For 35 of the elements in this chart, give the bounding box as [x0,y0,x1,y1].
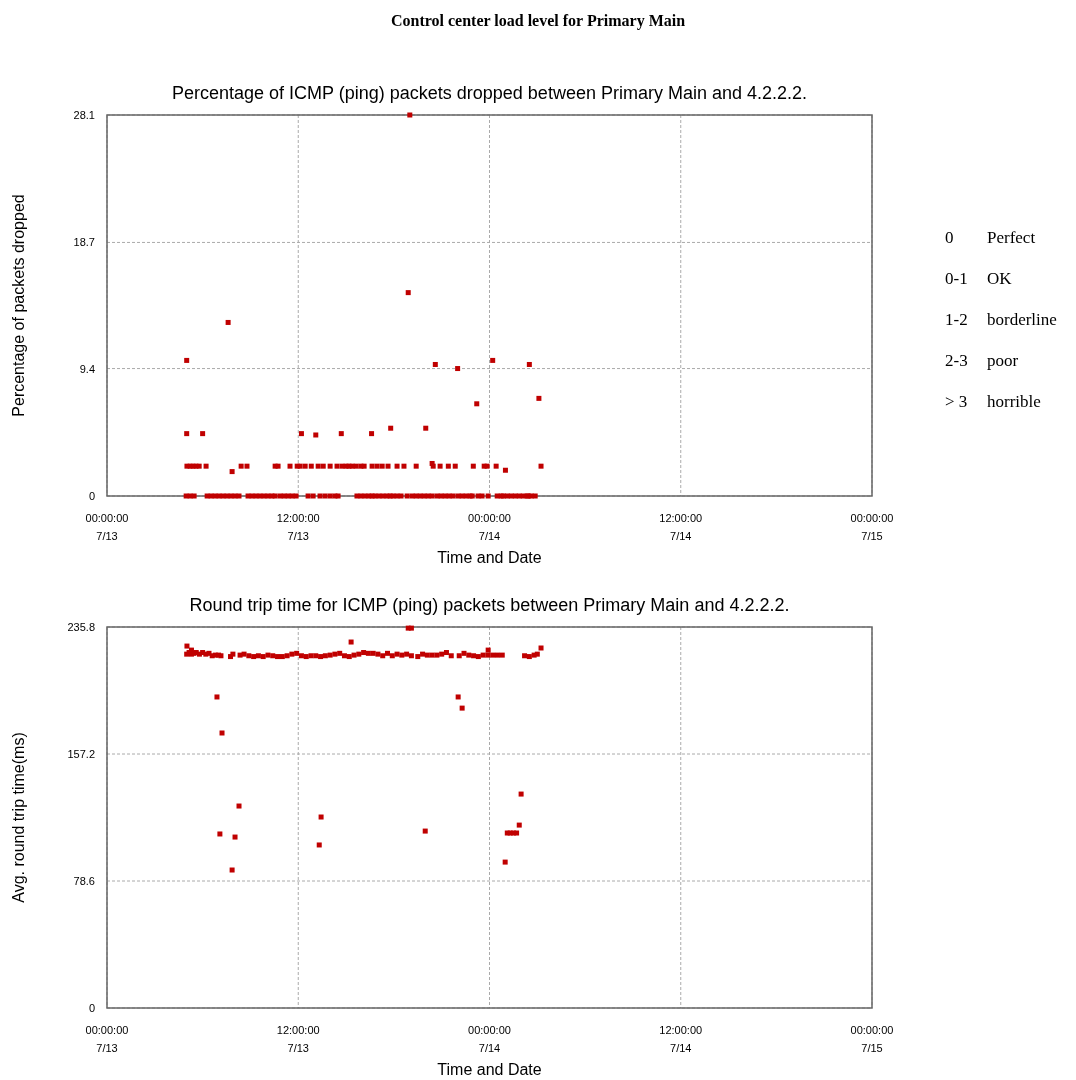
text: 0-1 [945,269,968,288]
y-axis-title: Avg. round trip time(ms) [10,732,27,903]
y-tick-label: 0 [88,1002,95,1014]
chart-title: Percentage of ICMP (ping) packets dropped between Primary Main and 4.2.2.2. [171,83,808,103]
y-tick-label: 235.8 [67,621,95,633]
x-tick-label: 00:00:00 7/13 [85,512,129,542]
x-tick-label: 12:00:00 7/13 [276,1024,320,1054]
y-tick-label: 157.2 [67,748,95,760]
chart-title: Round trip time for ICMP (ping) packets between Primary Main and 4.2.2.2. [189,595,790,615]
text: OK [987,269,1013,288]
x-axis-title: Time and Date [437,549,542,566]
text: borderline [987,310,1057,329]
y-tick-label: 28.1 [73,109,95,121]
y-tick-label: 18.7 [73,236,95,249]
x-tick-label: 12:00:00 7/14 [659,1024,703,1054]
x-tick-label: 00:00:00 7/13 [85,1024,129,1054]
y-tick-label: 78.6 [73,875,95,887]
text: 1-2 [945,310,968,329]
x-tick-label: 12:00:00 7/13 [276,512,320,542]
x-axis-title: Time and Date [437,1061,542,1078]
y-tick-label: 0 [88,490,95,502]
x-tick-label: 00:00:00 7/14 [468,1024,511,1054]
x-tick-label: 12:00:00 7/14 [659,512,703,542]
text: Control center load level for Primary Main [390,12,686,30]
text: > 3 [945,392,968,411]
text: horrible [987,392,1041,411]
text: 2-3 [945,351,968,370]
text: poor [987,351,1019,370]
x-tick-label: 00:00:00 7/14 [468,512,511,542]
x-tick-label: 00:00:00 7/15 [850,1024,894,1054]
y-tick-label: 9.4 [79,362,95,375]
text: 0 [945,228,954,247]
text: Perfect [987,228,1036,247]
y-axis-title: Percentage of packets dropped [10,194,27,417]
x-tick-label: 00:00:00 7/15 [850,512,894,542]
